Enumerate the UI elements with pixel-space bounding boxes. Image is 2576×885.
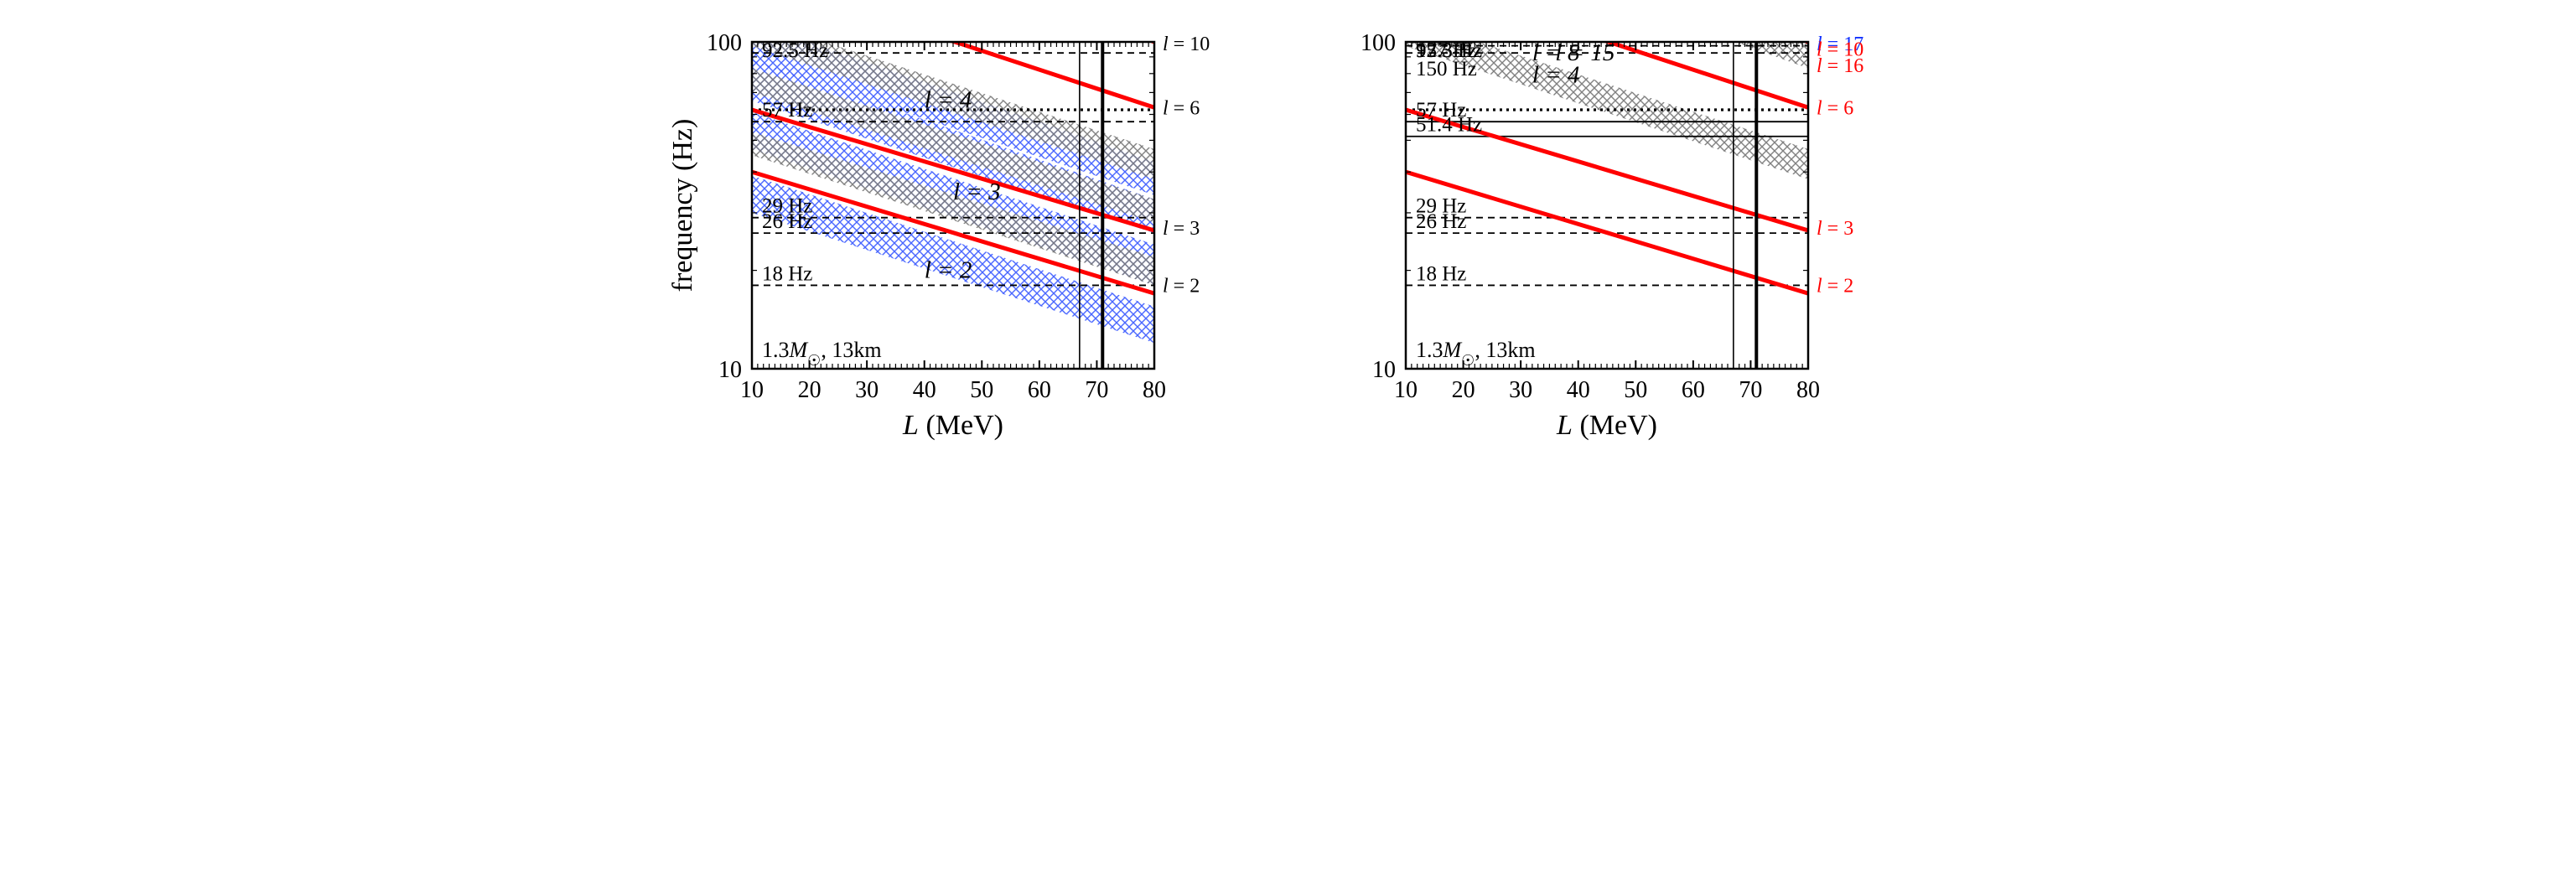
svg-text:10: 10 [1372,357,1396,383]
svg-text:L (MeV): L (MeV) [1556,410,1657,441]
svg-text:l = 2: l = 2 [1163,275,1200,297]
svg-text:l = 3: l = 3 [953,179,1001,205]
svg-text:50: 50 [1624,377,1647,403]
svg-text:30: 30 [1509,377,1532,403]
svg-text:100: 100 [1361,30,1396,56]
right-chart: 157 Hz150 Hz97.3 Hz92.5 Hz57 Hz51.4 Hz29… [1314,17,1917,453]
svg-text:51.4 Hz: 51.4 Hz [1416,114,1482,137]
svg-text:60: 60 [1027,377,1050,403]
svg-text:l = 6: l = 6 [1163,97,1200,119]
svg-text:10: 10 [740,377,764,403]
svg-text:80: 80 [1796,377,1820,403]
svg-text:70: 70 [1739,377,1762,403]
svg-text:l = 3: l = 3 [1817,218,1853,240]
svg-text:10: 10 [1394,377,1418,403]
left-chart: 92.5 Hz57 Hz29 Hz26 Hz18 Hzl = 2l = 3l =… [660,17,1263,453]
svg-text:10: 10 [718,357,742,383]
svg-text:20: 20 [797,377,821,403]
svg-text:57 Hz: 57 Hz [762,99,812,122]
svg-text:50: 50 [970,377,993,403]
svg-text:80: 80 [1143,377,1166,403]
svg-text:L (MeV): L (MeV) [902,410,1003,441]
right-panel: 157 Hz150 Hz97.3 Hz92.5 Hz57 Hz51.4 Hz29… [1314,17,1917,453]
svg-text:100: 100 [707,30,742,56]
svg-text:40: 40 [1566,377,1589,403]
svg-text:18 Hz: 18 Hz [762,262,812,285]
left-panel: 92.5 Hz57 Hz29 Hz26 Hz18 Hzl = 2l = 3l =… [660,17,1263,453]
svg-text:26 Hz: 26 Hz [762,210,812,233]
svg-text:l = 2: l = 2 [1817,275,1853,297]
svg-text:20: 20 [1451,377,1475,403]
svg-text:l = 6: l = 6 [1817,97,1853,119]
svg-text:30: 30 [855,377,879,403]
svg-text:60: 60 [1681,377,1704,403]
svg-text:1.3M☉, 13km: 1.3M☉, 13km [1416,338,1536,369]
svg-text:frequency (Hz): frequency (Hz) [667,119,698,292]
svg-text:40: 40 [912,377,936,403]
svg-text:l = 10: l = 10 [1817,39,1863,61]
svg-text:l = 10: l = 10 [1163,34,1210,55]
svg-text:26 Hz: 26 Hz [1416,210,1466,233]
svg-text:l = 15: l = 15 [1555,39,1615,66]
svg-text:l = 4: l = 4 [924,86,972,113]
svg-text:l = 3: l = 3 [1163,218,1200,240]
svg-text:1.3M☉, 13km: 1.3M☉, 13km [762,338,882,369]
figure-panels: 92.5 Hz57 Hz29 Hz26 Hz18 Hzl = 2l = 3l =… [17,17,2559,453]
svg-text:18 Hz: 18 Hz [1416,262,1466,285]
svg-text:l = 2: l = 2 [924,256,972,283]
svg-text:70: 70 [1085,377,1108,403]
